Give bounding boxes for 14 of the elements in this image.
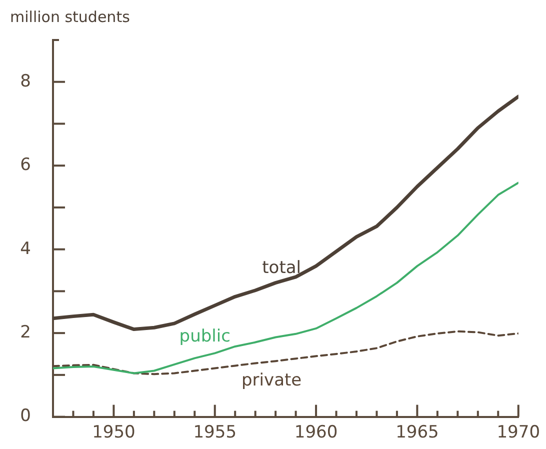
x-tick-label: 1960 xyxy=(294,422,338,442)
series-label: private xyxy=(242,370,302,391)
series-label: public xyxy=(179,326,230,347)
y-tick-label: 6 xyxy=(20,155,31,176)
y-axis-title: million students xyxy=(10,8,130,26)
y-tick-label: 8 xyxy=(20,71,31,92)
y-tick-label: 2 xyxy=(20,322,31,342)
x-tick-label: 1955 xyxy=(193,422,236,442)
y-tick-label: 4 xyxy=(20,238,31,259)
x-tick-label: 1950 xyxy=(92,422,136,442)
y-tick-label: 0 xyxy=(20,406,31,426)
x-tick-label: 1970 xyxy=(496,422,540,442)
series-label: total xyxy=(262,258,302,278)
x-tick-label: 1965 xyxy=(396,422,439,442)
